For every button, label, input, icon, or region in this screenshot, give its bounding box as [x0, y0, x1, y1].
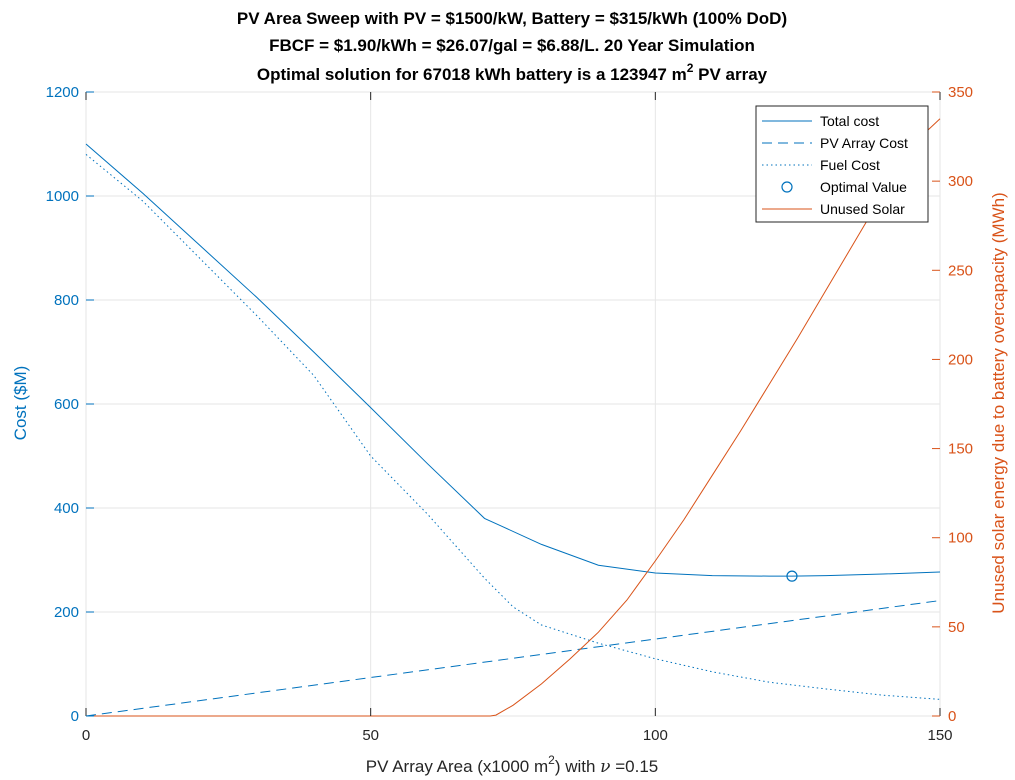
y-tick-label-left: 200	[54, 604, 79, 621]
chart-title-line-3: Optimal solution for 67018 kWh battery i…	[257, 61, 768, 84]
chart-title-line-1: PV Area Sweep with PV = $1500/kW, Batter…	[237, 9, 787, 28]
optimal-value-marker	[786, 570, 798, 582]
y-tick-label-left: 1000	[46, 188, 79, 205]
unused-solar-line	[86, 118, 941, 717]
legend-label-pv-array-cost: PV Array Cost	[820, 135, 908, 151]
x-tick-label: 50	[362, 727, 379, 744]
y-axis-label-right: Unused solar energy due to battery overc…	[989, 192, 1008, 613]
legend-label-total-cost: Total cost	[820, 113, 879, 129]
legend-label-fuel-cost: Fuel Cost	[820, 157, 880, 173]
y-tick-label-right: 300	[948, 173, 973, 190]
y-tick-label-left: 400	[54, 500, 79, 517]
y-tick-label-left: 600	[54, 396, 79, 413]
total-cost-line	[85, 143, 941, 577]
legend-label-optimal-value: Optimal Value	[820, 179, 907, 195]
y-tick-label-right: 350	[948, 84, 973, 101]
legend-swatch-optimal-value	[781, 181, 793, 193]
fuel-cost-line	[85, 154, 941, 700]
y-tick-label-right: 250	[948, 262, 973, 279]
y-tick-label-right: 100	[948, 530, 973, 547]
x-axis-label: PV Array Area (x1000 m2) with ν =0.15	[366, 753, 659, 777]
y-tick-label-left: 800	[54, 292, 79, 309]
legend-label-unused-solar: Unused Solar	[820, 201, 905, 217]
x-tick-label: 150	[927, 727, 952, 744]
axes: 0 50 100 150 0 200 400 600 800 1000 1200 0 50 100 150 2…	[46, 84, 973, 744]
y-tick-label-right: 50	[948, 619, 965, 636]
y-tick-label-left: 1200	[46, 84, 79, 101]
y-tick-label-left: 0	[71, 708, 79, 725]
y-tick-label-right: 0	[948, 708, 956, 725]
series-layer	[85, 118, 941, 717]
y-tick-label-right: 150	[948, 441, 973, 458]
legend: Total cost PV Array Cost Fuel Cost Optim…	[755, 105, 929, 223]
chart-title-line-2: FBCF = $1.90/kWh = $26.07/gal = $6.88/L.…	[269, 36, 755, 55]
y-tick-label-right: 200	[948, 351, 973, 368]
y-axis-label-left: Cost ($M)	[11, 366, 30, 441]
pv-array-cost-line	[85, 600, 941, 717]
legend-box	[755, 105, 929, 223]
x-tick-label: 0	[82, 727, 90, 744]
x-tick-label: 100	[643, 727, 668, 744]
